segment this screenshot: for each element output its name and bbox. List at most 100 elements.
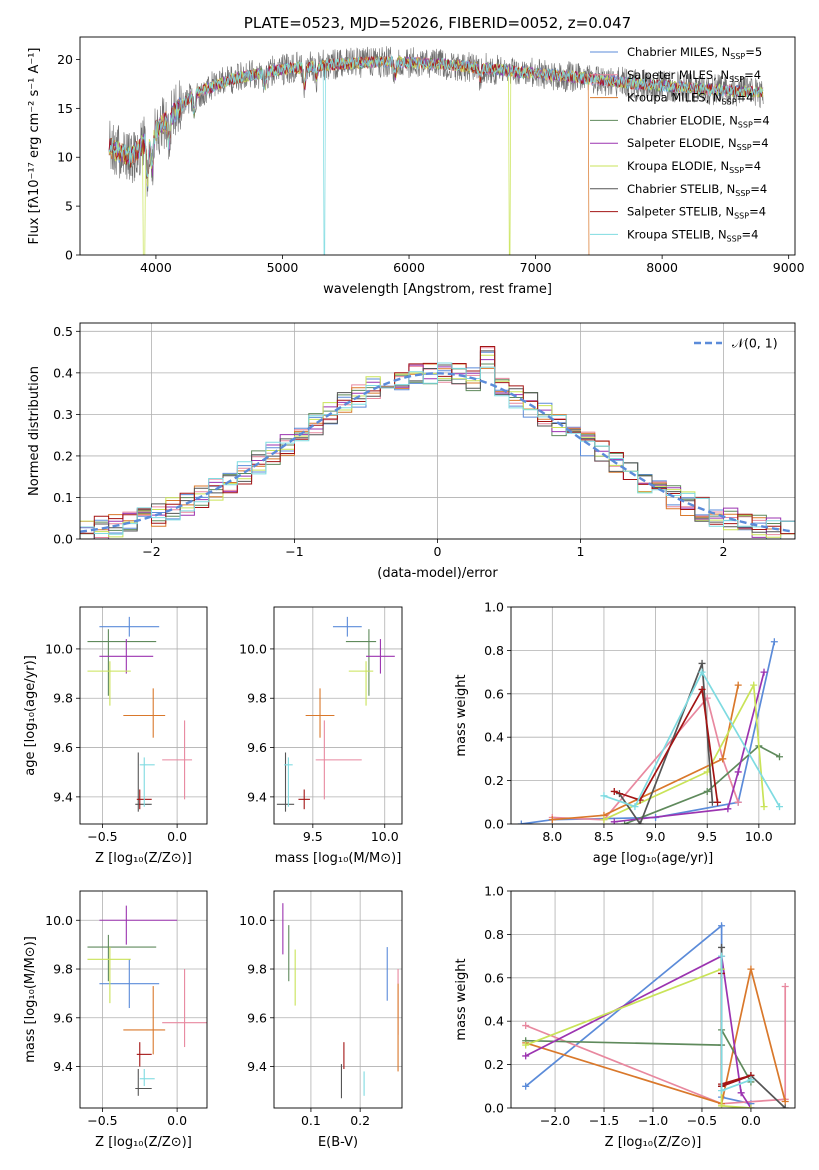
y-tick-label: 1.0 (484, 884, 504, 899)
y-axis-label: mass weight (454, 958, 469, 1040)
ebv-bars (282, 903, 399, 1099)
legend-nssp: =4 (742, 227, 759, 241)
y-tick-label: 0.1 (53, 490, 73, 505)
weight-marker (776, 803, 784, 811)
weight-marker (703, 787, 711, 795)
legend-nssp: =4 (737, 91, 754, 105)
axes-frame (273, 890, 403, 1109)
legend-series-name: Chabrier STELIB, (627, 182, 727, 196)
axes-frame (273, 606, 403, 825)
x-axis-label: mass [log₁₀(M/M⊙)] (275, 851, 402, 866)
weight-marker (734, 768, 742, 776)
weight-marker (631, 803, 639, 811)
legend-series-name: Kroupa ELODIE, (627, 159, 720, 173)
weight-marker (636, 820, 644, 824)
y-tick-label: 9.4 (247, 789, 267, 804)
weight-line-chabrier-elodie (525, 1026, 752, 1083)
y-tick-label: 9.4 (53, 1059, 73, 1074)
z-mass-panel: −0.5 0.0 9.4 9.6 9.8 10.0 Z [log₁₀(Z/Z⊙)] mass … (23, 890, 208, 1150)
legend-n: N (720, 159, 729, 173)
legend-series-name: Chabrier ELODIE, (627, 113, 729, 127)
weight-marker (760, 668, 768, 676)
y-tick-label: 10.0 (45, 641, 73, 656)
legend-n: N (728, 136, 737, 150)
weight-marker (522, 1041, 530, 1049)
weight-line-kroupa-miles (525, 968, 787, 1105)
axes-frame (79, 606, 208, 825)
x-axis-label: Z [log₁₀(Z/Z⊙)] (605, 1135, 702, 1150)
weight-marker (747, 1076, 755, 1084)
legend-series-name: Kroupa MILES, (627, 91, 713, 105)
y-tick-label: 9.8 (247, 962, 267, 977)
legend-nssp: =4 (750, 182, 767, 196)
y-tick-label: 10.0 (239, 913, 267, 928)
x-tick-label: 0.0 (167, 829, 187, 844)
x-tick-label: 8000 (646, 260, 678, 275)
weight-marker (750, 681, 758, 689)
y-axis-label: mass [log₁₀(M/M⊙)] (23, 936, 38, 1063)
legend-series-name: Chabrier MILES, (627, 45, 722, 59)
x-axis-label: E(B-V) (318, 1135, 358, 1150)
y-tick-label: 9.8 (53, 962, 73, 977)
x-tick-label: 0 (434, 544, 442, 559)
weight-line-salpeter-elodie (614, 671, 765, 823)
weight-line-salpeter-stelib (614, 686, 719, 803)
x-tick-label: 8.0 (542, 829, 562, 844)
age-weight-panel: 8.0 8.5 9.0 9.5 10.0 0.0 0.2 0.4 0.6 0.8 1.0 age [l… (454, 600, 796, 866)
gaussian-curve (80, 372, 793, 533)
x-tick-label: 9000 (773, 260, 805, 275)
weight-marker (747, 965, 755, 973)
weight-marker (610, 787, 618, 795)
weight-marker (770, 638, 778, 646)
x-tick-label: −1 (285, 544, 303, 559)
weight-line-salpeter-elodie (525, 954, 752, 1108)
y-tick-label: 0.3 (53, 407, 73, 422)
y-tick-label: 0.8 (484, 927, 504, 942)
y-axis-label: Flux [fλ10⁻¹⁷ erg cm⁻² s⁻¹ A⁻¹] (27, 48, 42, 245)
x-tick-label: −1.5 (589, 1113, 619, 1128)
x-tick-label: −0.5 (87, 829, 117, 844)
y-tick-label: 9.8 (53, 691, 73, 706)
age-weight-lines (517, 638, 784, 824)
legend-n: N (727, 182, 736, 196)
y-axis-label: Normed distribution (27, 366, 42, 496)
spectrum-panel: 4000 5000 6000 7000 8000 9000 0 5 10 15 20 waveleng… (27, 14, 805, 297)
y-axis-label: mass weight (454, 674, 469, 756)
legend-entry: Salpeter ELODIE, NSSP=4 (627, 136, 769, 152)
z-weight-lines (522, 922, 789, 1108)
weight-line-kroupa-elodie (603, 682, 765, 821)
y-tick-label: 10.0 (239, 641, 267, 656)
x-axis-label: wavelength [Angstrom, rest frame] (323, 282, 552, 297)
x-tick-label: 0.1 (301, 1113, 321, 1128)
y-tick-label: 9.4 (53, 789, 73, 804)
x-axis-label: Z [log₁₀(Z/Z⊙)] (95, 1135, 192, 1150)
legend-entry: Kroupa STELIB, NSSP=4 (627, 227, 758, 243)
x-tick-label: −2 (142, 544, 160, 559)
y-tick-label: 9.6 (53, 740, 73, 755)
y-axis-label: age [log₁₀(age/yr)] (23, 655, 38, 776)
x-tick-label: −0.5 (87, 1113, 117, 1128)
x-tick-label: 0.0 (167, 1113, 187, 1128)
legend-n: N (722, 45, 731, 59)
x-tick-label: 8.5 (594, 829, 614, 844)
y-tick-label: 0 (65, 248, 73, 263)
weight-marker (548, 816, 556, 824)
spectrum-lines (108, 46, 764, 255)
z-weight-panel: −2.0 −1.5 −1.0 −0.5 0.0 0.0 0.2 0.4 0.6 0.8 1.0 Z [… (454, 884, 796, 1150)
x-tick-label: −1.0 (638, 1113, 668, 1128)
weight-marker (781, 982, 789, 990)
y-tick-label: 1.0 (484, 600, 504, 615)
x-tick-label: 5000 (267, 260, 299, 275)
legend-subscript: SSP (722, 98, 737, 107)
y-tick-label: 5 (65, 199, 73, 214)
legend-subscript: SSP (729, 166, 744, 175)
x-tick-label: 6000 (393, 260, 425, 275)
y-tick-label: 0.2 (484, 1057, 504, 1072)
y-tick-label: 0.6 (484, 686, 504, 701)
y-tick-label: 0.0 (484, 817, 504, 832)
weight-marker (522, 1022, 530, 1030)
x-axis-label: (data-model)/error (377, 566, 498, 581)
weight-marker (698, 668, 706, 676)
legend-n: N (725, 205, 734, 219)
x-tick-label: 1 (577, 544, 585, 559)
